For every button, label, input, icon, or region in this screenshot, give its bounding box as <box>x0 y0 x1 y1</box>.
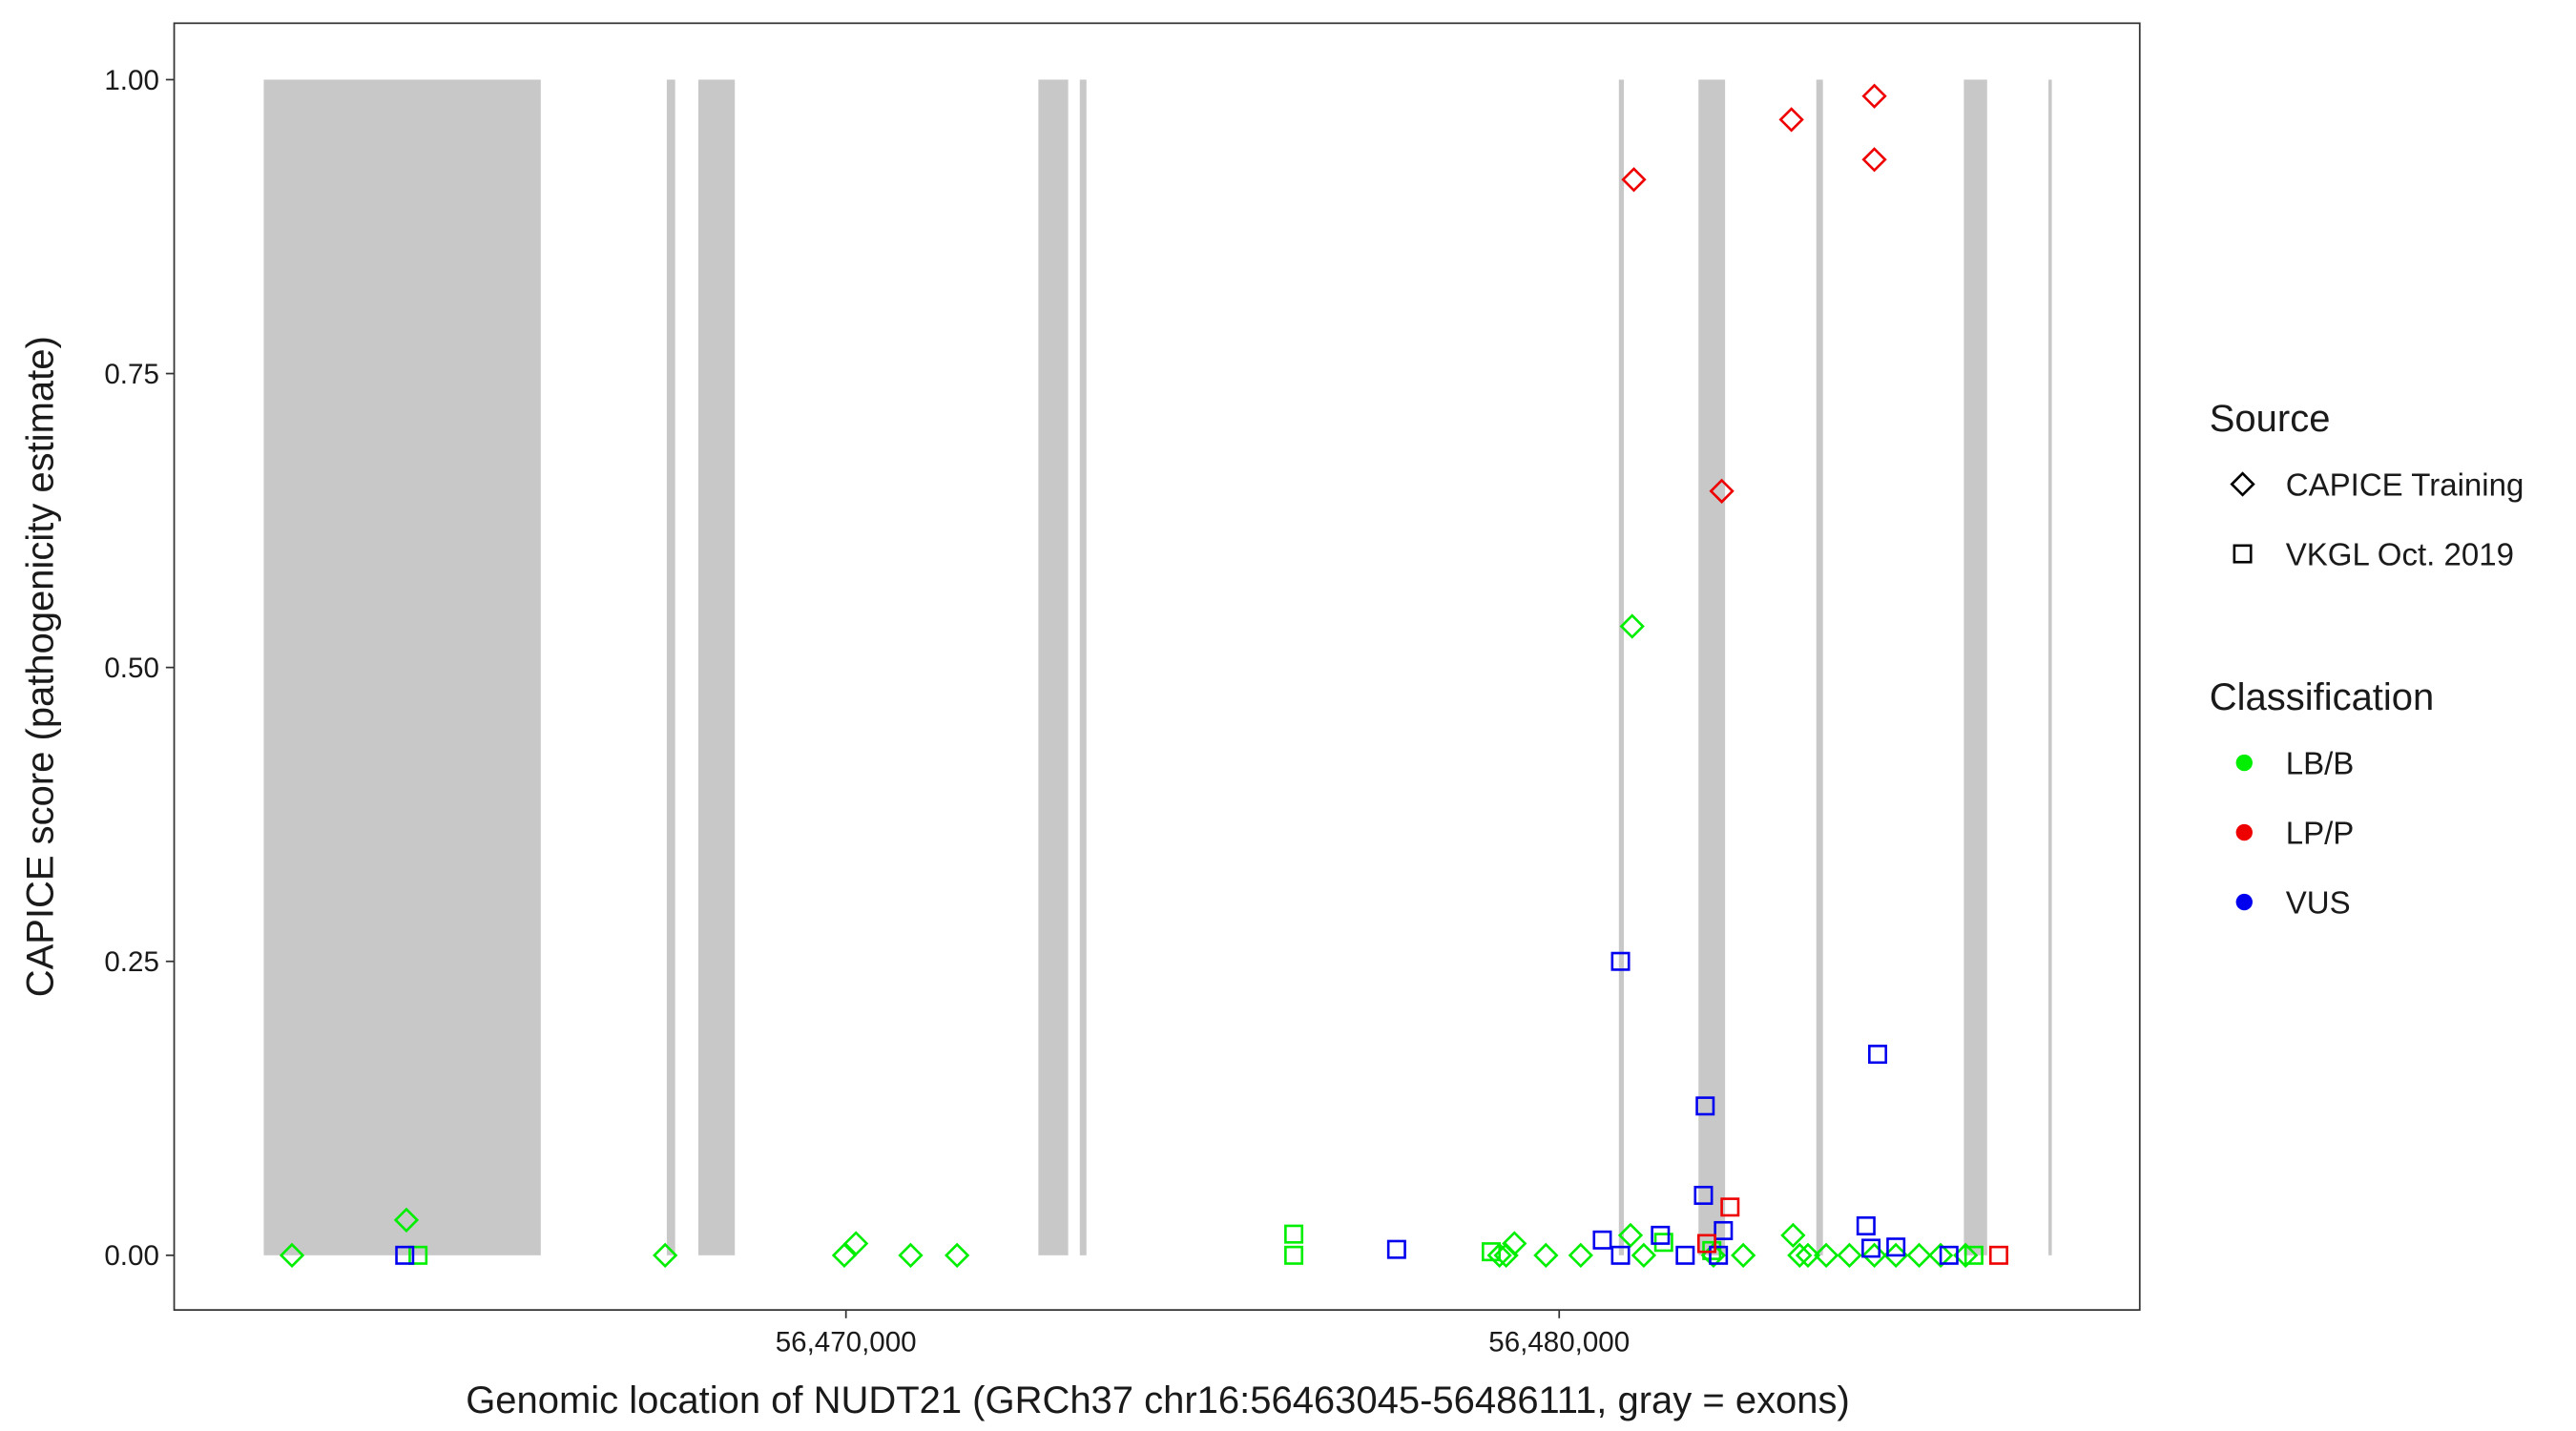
legend-title: Classification <box>2210 676 2434 718</box>
x-tick-label: 56,470,000 <box>776 1327 917 1358</box>
y-tick-label: 1.00 <box>104 65 159 96</box>
data-point <box>1927 1242 1954 1268</box>
legend-key <box>2235 823 2253 841</box>
data-point <box>1778 107 1804 133</box>
exon <box>263 79 541 1255</box>
legend-key <box>2235 754 2253 772</box>
data-point <box>1780 1222 1806 1249</box>
exon <box>1698 79 1726 1255</box>
exon <box>2048 79 2052 1255</box>
exon <box>1963 79 1987 1255</box>
data-point <box>395 1245 415 1265</box>
data-point <box>1731 1242 1756 1268</box>
legend-key <box>2230 471 2255 497</box>
data-point <box>1693 1185 1714 1205</box>
exon <box>666 79 675 1255</box>
plot-border <box>173 22 2141 1311</box>
data-point <box>898 1242 924 1268</box>
data-point <box>1610 951 1631 971</box>
data-point <box>1675 1245 1695 1265</box>
y-axis-title: CAPICE score (pathogenicity estimate) <box>20 336 62 997</box>
legend-label: LB/B <box>2286 746 2355 781</box>
data-point <box>1610 1245 1631 1265</box>
data-point <box>1861 147 1887 173</box>
data-point <box>279 1242 305 1268</box>
data-point <box>1795 1242 1821 1268</box>
data-point <box>1709 1245 1729 1265</box>
data-point <box>408 1245 428 1265</box>
legend-label: VUS <box>2286 885 2351 921</box>
y-tick-label: 0.50 <box>104 653 159 684</box>
legend-key <box>2235 893 2253 911</box>
data-point <box>945 1242 970 1268</box>
data-point <box>1787 1242 1813 1268</box>
data-point <box>1651 1225 1671 1245</box>
data-point <box>842 1231 869 1256</box>
data-point <box>1861 1238 1881 1258</box>
x-tick-label: 56,480,000 <box>1488 1327 1630 1358</box>
data-point <box>1482 1242 1501 1262</box>
data-point <box>1696 1234 1716 1254</box>
data-point <box>1533 1242 1559 1268</box>
data-point <box>1592 1230 1612 1250</box>
data-point <box>1386 1239 1406 1259</box>
data-point <box>1939 1245 1959 1265</box>
exon <box>1079 79 1087 1255</box>
data-point <box>1714 1220 1734 1240</box>
data-point <box>1906 1242 1932 1268</box>
legend-label: CAPICE Training <box>2286 467 2524 503</box>
data-point <box>393 1207 420 1233</box>
legend-key <box>2233 544 2253 564</box>
exon <box>1618 79 1625 1255</box>
data-point <box>1284 1245 1304 1265</box>
data-point <box>1568 1242 1593 1268</box>
data-point <box>1988 1245 2008 1265</box>
exon <box>697 79 736 1255</box>
data-point <box>1486 1242 1512 1268</box>
exon <box>1038 79 1069 1255</box>
data-point <box>1617 1222 1644 1249</box>
data-point <box>1868 1045 1888 1065</box>
data-point <box>831 1242 858 1268</box>
data-point <box>1284 1224 1304 1244</box>
legend-label: LP/P <box>2286 816 2355 851</box>
data-point <box>1837 1242 1862 1268</box>
y-tick-label: 0.75 <box>104 359 159 390</box>
data-point <box>1861 1242 1887 1268</box>
exon <box>1816 79 1823 1255</box>
data-point <box>1963 1245 1984 1265</box>
data-point <box>1813 1242 1839 1268</box>
data-point <box>1861 83 1887 109</box>
legend-title: Source <box>2210 398 2331 440</box>
y-tick-label: 0.00 <box>104 1240 159 1272</box>
y-tick-label: 0.25 <box>104 946 159 978</box>
data-point <box>1631 1242 1657 1268</box>
data-point <box>1886 1237 1906 1257</box>
data-point <box>1709 478 1735 504</box>
data-point <box>1621 167 1647 193</box>
data-point <box>1695 1096 1715 1116</box>
data-point <box>1619 613 1645 639</box>
data-point <box>1856 1216 1876 1235</box>
data-point <box>1720 1197 1740 1217</box>
data-point <box>653 1242 678 1268</box>
legend-label: VKGL Oct. 2019 <box>2286 537 2514 572</box>
x-axis-title: Genomic location of NUDT21 (GRCh37 chr16… <box>466 1379 1850 1421</box>
data-point <box>1502 1231 1527 1256</box>
